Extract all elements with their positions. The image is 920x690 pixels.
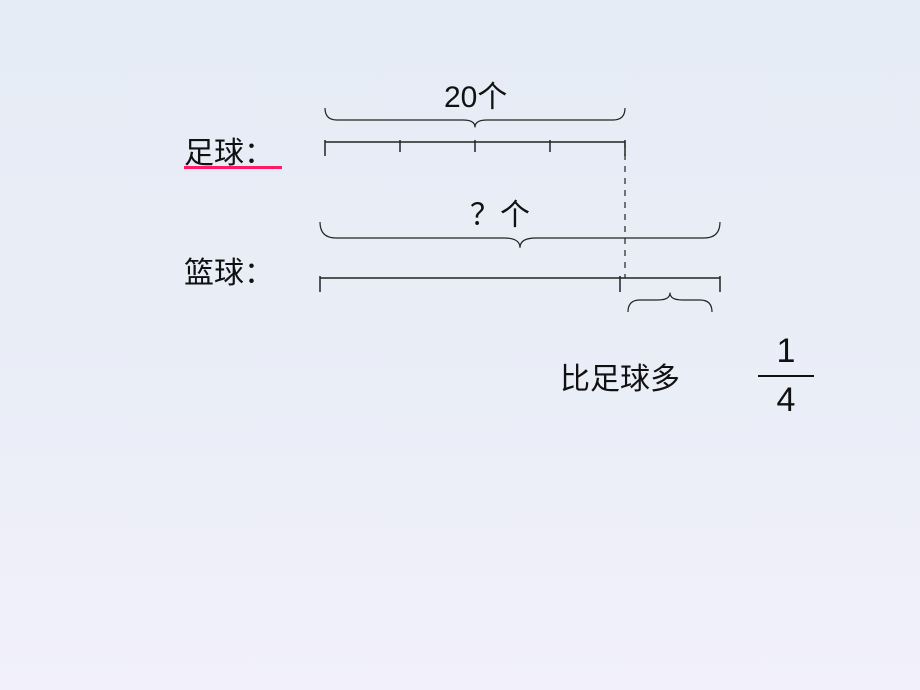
stage: 足球： 篮球： 20个 ？个 比足球多 1 4: [0, 0, 920, 690]
diagram-svg: [0, 0, 920, 690]
